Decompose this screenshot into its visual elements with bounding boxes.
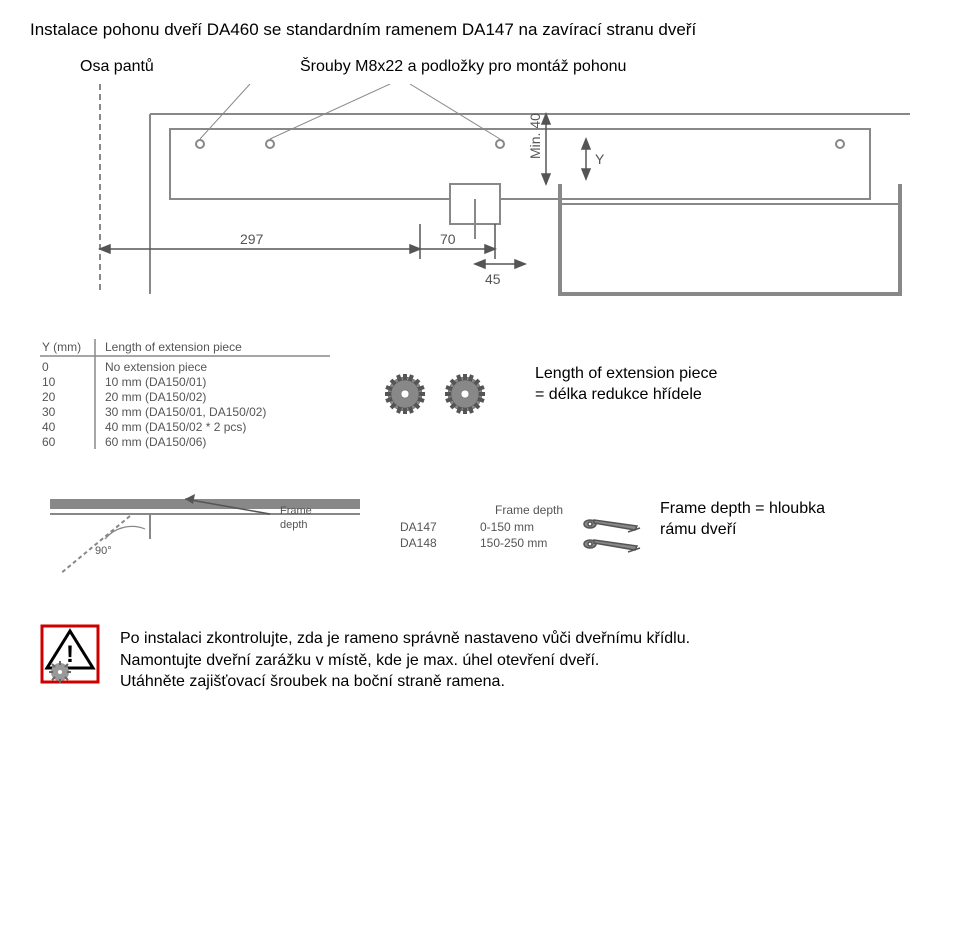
fd-row0-model: DA147 xyxy=(400,520,437,534)
instr-line-2: Namontujte dveřní zarážku v místě, kde j… xyxy=(120,650,690,672)
instructions-block: ! Po instalaci zkontrolujte, zda je rame… xyxy=(30,624,930,693)
fd-caption-2: rámu dveří xyxy=(660,520,825,541)
label-osa-pantu: Osa pantů xyxy=(30,58,270,76)
frame-depth-label-1: Frame xyxy=(280,505,312,517)
ext-row-len-1: 10 mm (DA150/01) xyxy=(105,375,206,389)
mounting-diagram: 297 70 45 Min. 40 Y xyxy=(30,84,930,304)
ext-row-len-4: 40 mm (DA150/02 * 2 pcs) xyxy=(105,420,246,434)
ext-row-y-4: 40 xyxy=(42,420,56,434)
label-srouby: Šrouby M8x22 a podložky pro montáž pohon… xyxy=(270,58,626,76)
frame-depth-table-svg: Frame depth DA147 0-150 mm DA148 150-250… xyxy=(390,499,650,579)
mounting-diagram-svg: 297 70 45 Min. 40 Y xyxy=(30,84,930,304)
frame-depth-diagram-svg: 90° Frame depth xyxy=(30,484,380,584)
instr-line-1: Po instalaci zkontrolujte, zda je rameno… xyxy=(120,628,690,650)
ext-row-y-1: 10 xyxy=(42,375,56,389)
frame-depth-block: 90° Frame depth Frame depth DA147 0-150 … xyxy=(30,484,930,584)
ext-row-len-3: 30 mm (DA150/01, DA150/02) xyxy=(105,405,266,419)
ext-caption: Length of extension piece = délka redukc… xyxy=(535,334,717,406)
instr-line-3: Utáhněte zajišťovací šroubek na boční st… xyxy=(120,671,690,693)
ext-row-y-2: 20 xyxy=(42,390,56,404)
fd-row0-range: 0-150 mm xyxy=(480,520,534,534)
instructions-text: Po instalaci zkontrolujte, zda je rameno… xyxy=(120,624,690,693)
ext-header-len: Length of extension piece xyxy=(105,340,242,354)
warning-icon: ! xyxy=(40,624,100,684)
fd-header: Frame depth xyxy=(495,503,563,517)
ext-caption-line2: = délka redukce hřídele xyxy=(535,385,717,406)
gear-icons-svg xyxy=(375,364,505,424)
ext-row-y-3: 30 xyxy=(42,405,56,419)
frame-depth-caption: Frame depth = hloubka rámu dveří xyxy=(660,484,825,541)
frame-depth-label-2: depth xyxy=(280,519,308,531)
dim-45: 45 xyxy=(485,271,501,287)
fd-row1-model: DA148 xyxy=(400,536,437,550)
dim-min40: Min. 40 xyxy=(527,113,543,159)
dim-70: 70 xyxy=(440,231,456,247)
extension-table-block: Y (mm) Length of extension piece 0 No ex… xyxy=(30,334,930,454)
ext-row-len-0: No extension piece xyxy=(105,360,207,374)
diagram-labels: Osa pantů Šrouby M8x22 a podložky pro mo… xyxy=(30,58,930,76)
fd-caption-1: Frame depth = hloubka xyxy=(660,499,825,520)
ext-row-y-0: 0 xyxy=(42,360,49,374)
ext-header-y: Y (mm) xyxy=(42,340,81,354)
fd-row1-range: 150-250 mm xyxy=(480,536,547,550)
ext-caption-line1: Length of extension piece xyxy=(535,364,717,385)
dim-y: Y xyxy=(595,151,605,167)
ext-row-y-5: 60 xyxy=(42,435,56,449)
dim-297: 297 xyxy=(240,231,264,247)
ext-row-len-5: 60 mm (DA150/06) xyxy=(105,435,206,449)
extension-table-svg: Y (mm) Length of extension piece 0 No ex… xyxy=(30,334,345,454)
ext-row-len-2: 20 mm (DA150/02) xyxy=(105,390,206,404)
page-title: Instalace pohonu dveří DA460 se standard… xyxy=(30,20,930,40)
angle-90: 90° xyxy=(95,545,112,557)
